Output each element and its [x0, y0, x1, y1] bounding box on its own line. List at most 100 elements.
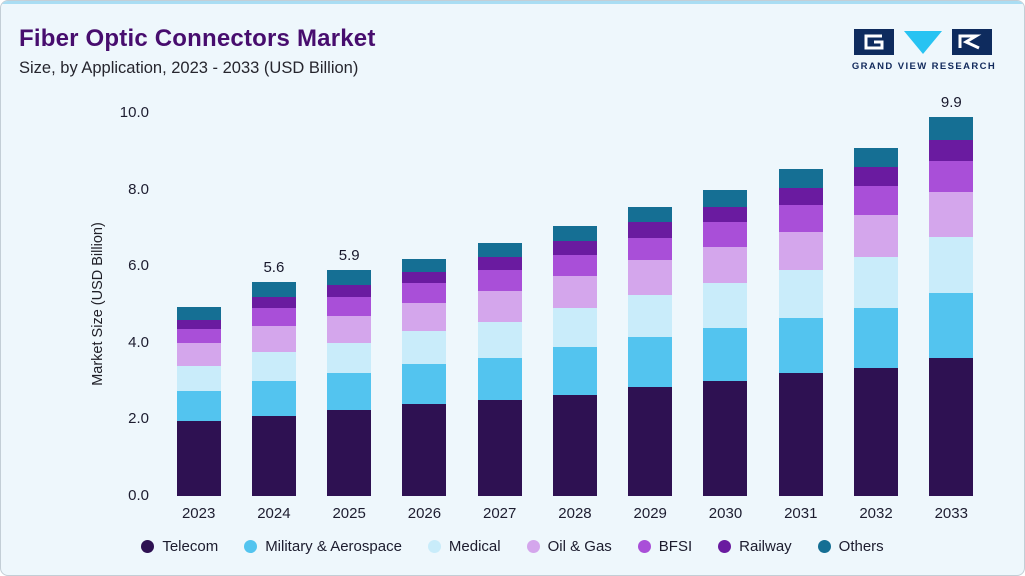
legend-item: Others — [817, 538, 884, 555]
bar-segment — [327, 285, 372, 297]
x-tick-label: 2029 — [633, 505, 667, 522]
brand-logo-icon — [854, 29, 992, 55]
legend-item: BFSI — [637, 538, 692, 555]
bar-stack — [854, 147, 899, 496]
x-tick-label: 2031 — [784, 505, 818, 522]
bar-segment — [854, 256, 899, 309]
legend-label: Military & Aerospace — [265, 538, 402, 555]
x-tick-label: 2027 — [483, 505, 517, 522]
bar-segment — [552, 275, 597, 309]
bar-segment — [929, 116, 974, 140]
bar-stack — [251, 281, 296, 496]
brand-logo-text: GRAND VIEW RESEARCH — [851, 61, 997, 72]
bar-segment — [703, 206, 748, 223]
bar-segment — [929, 139, 974, 161]
legend-label: Telecom — [162, 538, 219, 555]
bar-column — [688, 113, 763, 496]
bar-stack — [929, 116, 974, 496]
bar-segment — [477, 256, 522, 271]
bar-stack — [327, 270, 372, 496]
bar-value-label: 5.6 — [263, 258, 285, 276]
bar-segment — [402, 272, 447, 284]
x-tick-label: 2032 — [859, 505, 893, 522]
bar-segment — [628, 222, 673, 238]
legend-item: Telecom — [141, 538, 218, 555]
bar-segment — [703, 381, 748, 496]
legend-swatch — [526, 540, 540, 553]
bar-segment — [402, 302, 447, 332]
bar-segment — [854, 214, 899, 257]
bar-segment — [628, 294, 673, 338]
bar-segment — [929, 237, 974, 294]
bar-segment — [854, 166, 899, 186]
x-tick-label: 2026 — [407, 505, 442, 522]
bar-segment — [251, 381, 296, 416]
bar-segment — [402, 258, 447, 272]
x-tick-label: 2028 — [558, 505, 592, 522]
bar-value-label: 9.9 — [940, 93, 962, 111]
bar-column: 9.9 — [914, 94, 989, 496]
plot-area: 5.6 5.9 9.9 — [161, 94, 989, 496]
bar-segment — [402, 283, 447, 303]
bar-segment — [854, 185, 899, 215]
bar-segment — [929, 293, 974, 359]
legend-label: Oil & Gas — [547, 538, 612, 555]
bar-segment — [628, 237, 673, 261]
bar-segment — [327, 342, 372, 374]
bar-segment — [477, 400, 522, 496]
brand-logo: GRAND VIEW RESEARCH — [849, 27, 999, 72]
bar-segment — [327, 316, 372, 343]
legend-swatch — [244, 540, 258, 553]
x-tick-label: 2023 — [181, 505, 216, 522]
bar-segment — [703, 327, 748, 382]
bar-segment — [176, 342, 221, 366]
x-tick-label: 2033 — [934, 505, 968, 522]
bar-segment — [552, 241, 597, 255]
bar-segment — [854, 308, 899, 368]
legend-item: Oil & Gas — [526, 538, 612, 555]
bar-segment — [251, 415, 296, 496]
x-tick-label: 2025 — [332, 505, 366, 522]
bar-segment — [402, 363, 447, 405]
legend-label: Medical — [448, 538, 501, 555]
bar-segment — [477, 358, 522, 401]
chart-title: Fiber Optic Connectors Market — [19, 25, 376, 52]
x-tick-label: 2024 — [257, 505, 291, 522]
legend-swatch — [817, 540, 831, 553]
bar-segment — [477, 291, 522, 322]
bar-segment — [929, 358, 974, 496]
bar-segment — [327, 409, 372, 496]
bar-column: 5.6 — [236, 113, 311, 496]
bar-value-label: 5.9 — [338, 247, 360, 265]
x-tick-label: 2030 — [708, 505, 743, 522]
bar-segment — [176, 365, 221, 391]
bar-segment — [402, 404, 447, 496]
bar-segment — [477, 243, 522, 257]
bar-segment — [703, 247, 748, 284]
bar-stack — [778, 168, 823, 496]
bar-segment — [778, 204, 823, 232]
bar-segment — [929, 160, 974, 192]
bar-segment — [251, 325, 296, 353]
legend-item: Medical — [427, 538, 501, 555]
bar-segment — [251, 352, 296, 382]
bar-segment — [778, 187, 823, 205]
bar-segment — [628, 386, 673, 496]
legend-item: Military & Aerospace — [244, 538, 402, 555]
bar-segment — [327, 296, 372, 317]
bar-column — [838, 113, 913, 496]
y-tick-label: 10.0 — [119, 104, 149, 121]
bar-column — [613, 113, 688, 496]
legend-label: Others — [838, 538, 884, 555]
bar-stack — [552, 226, 597, 496]
bar-stack — [628, 206, 673, 496]
bar-segment — [251, 281, 296, 297]
bar-column — [462, 113, 537, 496]
legend-swatch — [718, 540, 732, 553]
bar-segment — [176, 421, 221, 496]
bar-column — [161, 113, 236, 496]
y-tick-label: 0.0 — [128, 487, 149, 504]
bar-segment — [251, 308, 296, 326]
bar-segment — [176, 306, 221, 320]
